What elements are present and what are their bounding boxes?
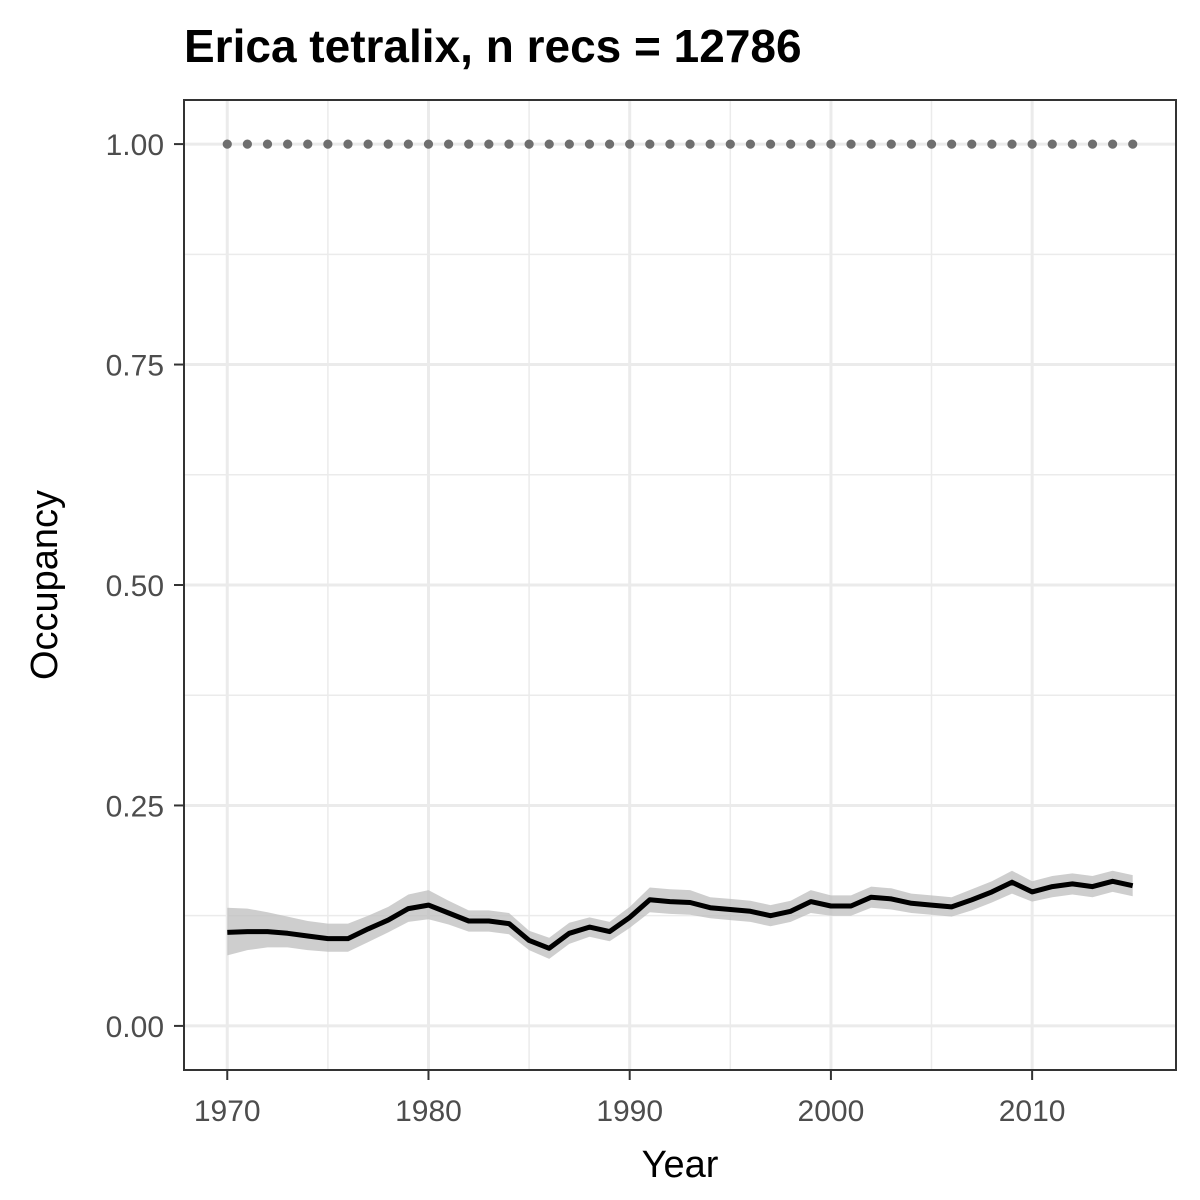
- data-point: [464, 139, 474, 149]
- data-point: [484, 139, 494, 149]
- data-point: [967, 139, 977, 149]
- data-point: [765, 139, 776, 149]
- data-point: [846, 139, 856, 149]
- confidence-ribbon: [227, 870, 1133, 959]
- data-point: [323, 139, 333, 149]
- data-point: [423, 139, 434, 149]
- data-point: [947, 139, 957, 149]
- data-point: [1108, 139, 1118, 149]
- data-point: [504, 139, 514, 149]
- data-point: [1128, 139, 1138, 149]
- data-point: [524, 139, 534, 149]
- data-point: [645, 139, 655, 149]
- data-point: [926, 139, 937, 149]
- data-point: [383, 139, 393, 149]
- data-point: [283, 139, 293, 149]
- data-point: [625, 139, 635, 149]
- data-point: [866, 139, 876, 149]
- y-tick-label: 0.00: [106, 1011, 164, 1044]
- data-point: [826, 139, 836, 149]
- data-point: [343, 139, 353, 149]
- y-tick-label: 0.75: [106, 350, 164, 383]
- data-point: [725, 139, 735, 149]
- points-layer: [222, 139, 1138, 149]
- data-point: [444, 139, 454, 149]
- data-point: [222, 139, 232, 149]
- ribbon-layer: [227, 870, 1133, 959]
- y-axis: 0.00 0.25 0.50 0.75 1.00: [106, 129, 184, 1044]
- occupancy-line: [227, 878, 1134, 951]
- data-point: [604, 139, 615, 149]
- grid: [184, 100, 1176, 1070]
- x-tick-label: 1980: [395, 1095, 462, 1128]
- data-point: [262, 139, 273, 149]
- y-tick-label: 0.50: [106, 570, 164, 603]
- data-point: [886, 139, 896, 149]
- data-point: [1047, 139, 1057, 149]
- x-axis: 1970 1980 1990 2000 2010: [194, 1070, 1066, 1128]
- x-axis-title: Year: [642, 1144, 719, 1186]
- x-tick-label: 1970: [194, 1095, 261, 1128]
- data-point: [403, 139, 413, 149]
- y-axis-title: Occupancy: [24, 490, 66, 680]
- data-point: [806, 139, 816, 149]
- data-point: [906, 139, 916, 149]
- x-tick-label: 2000: [798, 1095, 865, 1128]
- y-tick-label: 1.00: [106, 129, 164, 162]
- data-point: [745, 139, 756, 149]
- data-point: [363, 139, 373, 149]
- chart-title: Erica tetralix, n recs = 12786: [184, 20, 802, 72]
- data-point: [544, 139, 554, 149]
- data-point: [1027, 139, 1037, 149]
- data-point: [665, 139, 675, 149]
- data-point: [987, 139, 997, 149]
- x-tick-label: 2010: [999, 1095, 1066, 1128]
- line-layer: [227, 878, 1134, 951]
- data-point: [1007, 139, 1017, 149]
- data-point: [1087, 139, 1098, 149]
- data-point: [1067, 139, 1077, 149]
- y-tick-label: 0.25: [106, 790, 164, 823]
- data-point: [705, 139, 715, 149]
- data-point: [584, 139, 595, 149]
- data-point: [564, 139, 574, 149]
- x-tick-label: 1990: [596, 1095, 663, 1128]
- data-point: [242, 139, 252, 149]
- data-point: [685, 139, 695, 149]
- data-point: [786, 139, 796, 149]
- data-point: [303, 139, 313, 149]
